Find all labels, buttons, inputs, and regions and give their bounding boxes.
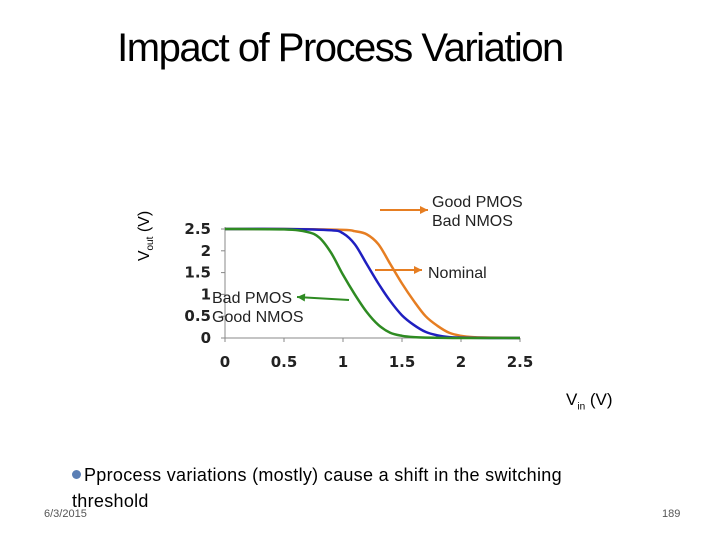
y-tick-label: 2.5 bbox=[184, 220, 211, 238]
x-tick-label: 1.5 bbox=[389, 353, 416, 371]
x-tick-label: 0.5 bbox=[271, 353, 298, 371]
footer-page-number: 189 bbox=[662, 508, 681, 520]
chart-series bbox=[224, 227, 521, 340]
slide-title: Impact of Process Variation bbox=[117, 26, 564, 70]
annotation-label: Good NMOS bbox=[212, 309, 304, 326]
y-tick-label: 2 bbox=[201, 242, 211, 260]
x-axis-label: Vin (V) bbox=[566, 390, 613, 412]
annotation-label: Bad PMOS bbox=[212, 290, 292, 307]
annotation-label: Bad NMOS bbox=[432, 213, 513, 230]
chart-annotations: Good PMOS Bad NMOS Nominal Bad PMOS Good NMO… bbox=[212, 194, 523, 326]
x-tick-label: 0 bbox=[220, 353, 230, 371]
y-tick-label: 1.5 bbox=[184, 264, 211, 282]
annotation-label: Good PMOS bbox=[432, 194, 523, 211]
x-axis-label-sub: in bbox=[577, 401, 586, 413]
x-axis-label-unit: (V) bbox=[585, 390, 613, 409]
annotation-arrow-head-icon bbox=[414, 266, 422, 274]
x-tick-label: 1 bbox=[338, 353, 348, 371]
y-tick-label: 0.5 bbox=[184, 307, 211, 325]
annotation-arrow-head-icon bbox=[297, 293, 306, 302]
annotation-label: Nominal bbox=[428, 265, 487, 282]
y-tick-label: 0 bbox=[201, 329, 211, 347]
series-line bbox=[224, 227, 521, 340]
x-tick-label: 2.5 bbox=[507, 353, 534, 371]
bullet-dot-icon bbox=[72, 470, 81, 479]
bullet-point: Pprocess variations (mostly) cause a shi… bbox=[72, 462, 632, 514]
y-tick-label: 1 bbox=[201, 285, 211, 303]
bullet-text: Pprocess variations (mostly) cause a shi… bbox=[72, 465, 562, 511]
annotation-arrow-line bbox=[296, 296, 350, 301]
x-tick-label: 2 bbox=[456, 353, 466, 371]
footer-date: 6/3/2015 bbox=[44, 508, 87, 520]
x-axis-label-main: V bbox=[566, 390, 578, 409]
chart-ticks: 0 0.5 1 1.5 2 2.5 0 0.5 1 1.5 2 2.5 bbox=[184, 220, 533, 371]
annotation-arrow-head-icon bbox=[420, 206, 428, 214]
